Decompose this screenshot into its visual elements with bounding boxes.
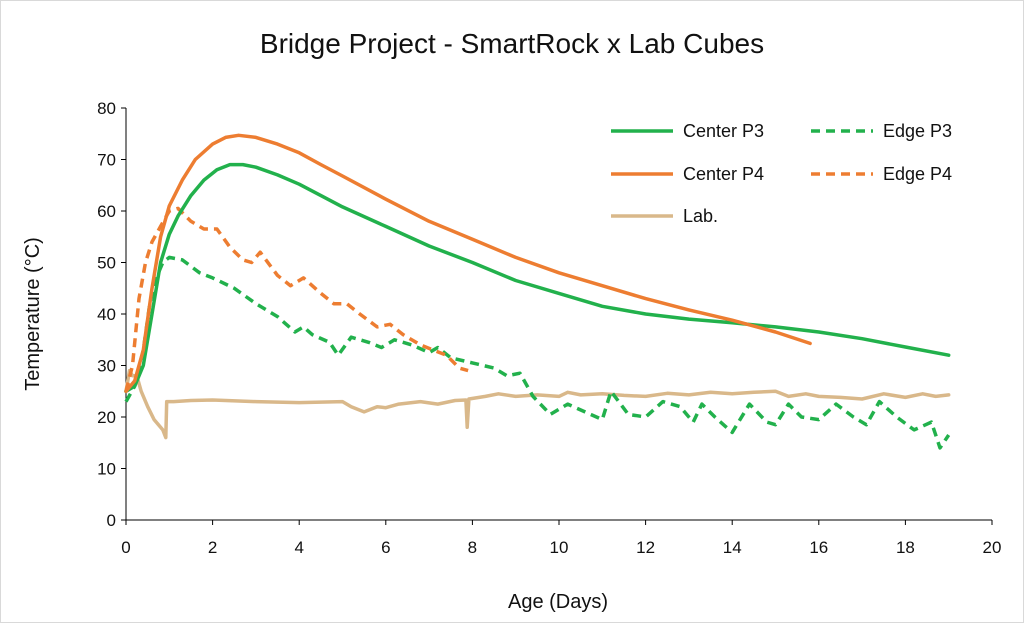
y-tick-label: 30 xyxy=(97,357,116,376)
x-axis-title: Age (Days) xyxy=(508,591,608,613)
y-tick-label: 40 xyxy=(97,305,116,324)
series-line-center-p4 xyxy=(124,133,812,394)
chart-title: Bridge Project - SmartRock x Lab Cubes xyxy=(260,28,764,59)
x-tick-label: 6 xyxy=(381,538,390,557)
x-tick-label: 0 xyxy=(121,538,130,557)
series-line-edge-p3 xyxy=(124,255,951,450)
legend-label-edge-p3: Edge P3 xyxy=(883,121,952,141)
y-tick-label: 20 xyxy=(97,408,116,427)
legend-label-center-p4: Center P4 xyxy=(683,164,764,184)
x-tick-label: 20 xyxy=(983,538,1002,557)
legend-label-lab: Lab. xyxy=(683,206,718,226)
legend-label-center-p3: Center P3 xyxy=(683,121,764,141)
x-tick-label: 12 xyxy=(636,538,655,557)
x-tick-label: 14 xyxy=(723,538,742,557)
series-line-lab xyxy=(124,368,951,440)
x-tick-label: 8 xyxy=(468,538,477,557)
series-line-center-p3 xyxy=(124,162,951,394)
y-tick-label: 0 xyxy=(107,511,116,530)
legend-label-edge-p4: Edge P4 xyxy=(883,164,952,184)
x-tick-label: 4 xyxy=(294,538,303,557)
y-tick-label: 10 xyxy=(97,460,116,479)
plot-area: 0 10 20 30 40 50 60 70 80 0 2 4 6 8 10 12 14 16 18 20 xyxy=(97,99,1001,557)
x-tick-label: 2 xyxy=(208,538,217,557)
y-tick-label: 70 xyxy=(97,151,116,170)
series-line-edge-p4 xyxy=(124,206,469,392)
x-tick-label: 16 xyxy=(809,538,828,557)
y-tick-label: 50 xyxy=(97,254,116,273)
y-tick-label: 80 xyxy=(97,99,116,118)
x-tick-label: 18 xyxy=(896,538,915,557)
y-axis-title: Temperature (°C) xyxy=(22,237,44,391)
legend: Center P3 Edge P3 Center P4 Edge P4 Lab. xyxy=(611,121,952,226)
x-tick-label: 10 xyxy=(550,538,569,557)
y-tick-label: 60 xyxy=(97,202,116,221)
